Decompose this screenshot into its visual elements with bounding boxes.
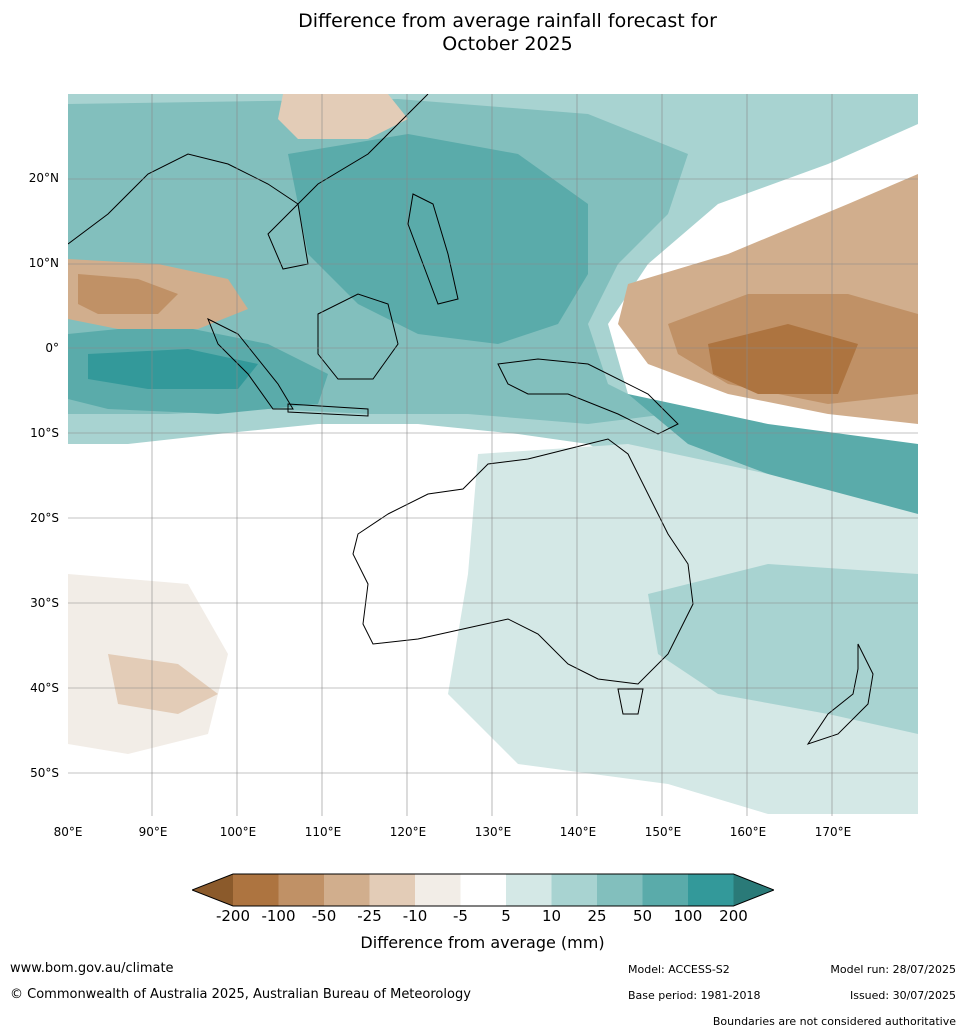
lon-label-130e: 130°E bbox=[474, 825, 512, 839]
lon-label-160e: 160°E bbox=[729, 825, 767, 839]
colorbar-tick: -5 bbox=[453, 907, 468, 925]
colorbar-tick: 50 bbox=[632, 907, 653, 925]
lon-label-80e: 80°E bbox=[53, 825, 83, 839]
colorbar-tick: -25 bbox=[357, 907, 382, 925]
title-line-2: October 2025 bbox=[442, 33, 573, 55]
colorbar-arrow-right bbox=[733, 874, 774, 906]
map-canvas bbox=[68, 94, 918, 816]
lat-label-50s: 50°S bbox=[30, 766, 59, 780]
colorbar-swatch bbox=[233, 874, 279, 906]
colorbar-swatch bbox=[506, 874, 552, 906]
java-coastline bbox=[287, 403, 369, 417]
lon-label-120e: 120°E bbox=[389, 825, 427, 839]
colorbar-swatch bbox=[324, 874, 370, 906]
colorbar-tick: -50 bbox=[311, 907, 337, 925]
dry-region-north bbox=[278, 94, 408, 139]
colorbar-tick: 200 bbox=[719, 907, 748, 925]
colorbar-swatch bbox=[597, 874, 643, 906]
colorbar-swatch bbox=[551, 874, 597, 906]
wet-region-equator-core bbox=[88, 349, 258, 389]
colorbar-swatch bbox=[688, 874, 734, 906]
lon-label-110e: 110°E bbox=[304, 825, 342, 839]
tasmania-coastline bbox=[617, 688, 644, 715]
colorbar-tick: 5 bbox=[501, 907, 511, 925]
australia-coastline bbox=[352, 438, 694, 685]
lon-label-150e: 150°E bbox=[644, 825, 682, 839]
asia-coastline bbox=[68, 94, 429, 270]
lat-label-0: 0° bbox=[45, 341, 59, 355]
gridlines bbox=[68, 94, 918, 816]
lon-label-170e: 170°E bbox=[814, 825, 852, 839]
issued-text: Issued: 30/07/2025 bbox=[849, 989, 956, 1002]
dry-region-southwest bbox=[108, 654, 218, 714]
colorbar-swatch bbox=[278, 874, 324, 906]
wet-region-core bbox=[288, 134, 588, 344]
legend-colorbar bbox=[192, 873, 774, 907]
lat-label-30s: 30°S bbox=[30, 596, 59, 610]
wet-region-tasman bbox=[648, 564, 918, 734]
borneo-coastline bbox=[317, 293, 399, 380]
lat-label-20s: 20°S bbox=[30, 511, 59, 525]
dry-region-west-core bbox=[78, 274, 178, 314]
lat-label-40s: 40°S bbox=[30, 681, 59, 695]
colorbar-tick: 25 bbox=[587, 907, 607, 925]
colorbar-swatch bbox=[415, 874, 461, 906]
disclaimer-text: Boundaries are not considered authoritat… bbox=[712, 1015, 956, 1028]
lat-label-10s: 10°S bbox=[30, 426, 59, 440]
dry-region-pacific-max bbox=[708, 324, 858, 394]
colorbar-swatch bbox=[369, 874, 415, 906]
title-line-1: Difference from average rainfall forecas… bbox=[298, 10, 717, 32]
colorbar-outline bbox=[192, 873, 774, 907]
chart-title: Difference from average rainfall forecas… bbox=[0, 10, 965, 56]
colorbar-tick: 100 bbox=[673, 907, 703, 925]
lat-label-20n: 20°N bbox=[28, 171, 59, 185]
rainfall-anomaly-map bbox=[68, 94, 918, 816]
colorbar-label: Difference from average (mm) bbox=[360, 933, 605, 952]
new-guinea-coastline bbox=[497, 358, 679, 435]
model-run-text: Model run: 28/07/2025 bbox=[830, 963, 956, 976]
website-link[interactable]: www.bom.gov.au/climate bbox=[10, 961, 174, 976]
colorbar-swatch bbox=[642, 874, 688, 906]
colorbar-arrow-left bbox=[192, 874, 233, 906]
colorbar-tick: 10 bbox=[541, 907, 562, 925]
new-zealand-coastline bbox=[806, 643, 874, 745]
colorbar-tick: -200 bbox=[215, 907, 251, 925]
colorbar-tick: -100 bbox=[261, 907, 296, 925]
lat-label-10n: 10°N bbox=[28, 256, 59, 270]
sumatra-coastline bbox=[207, 317, 294, 410]
copyright-text: © Commonwealth of Australia 2025, Austra… bbox=[10, 987, 471, 1002]
lon-label-140e: 140°E bbox=[559, 825, 597, 839]
base-period-text: Base period: 1981-2018 bbox=[628, 989, 761, 1002]
philippines-coastline bbox=[407, 193, 459, 305]
lon-label-90e: 90°E bbox=[138, 825, 168, 839]
colorbar-swatch bbox=[460, 874, 506, 906]
model-text: Model: ACCESS-S2 bbox=[628, 963, 730, 976]
lon-label-100e: 100°E bbox=[219, 825, 257, 839]
colorbar-tick: -10 bbox=[402, 907, 428, 925]
